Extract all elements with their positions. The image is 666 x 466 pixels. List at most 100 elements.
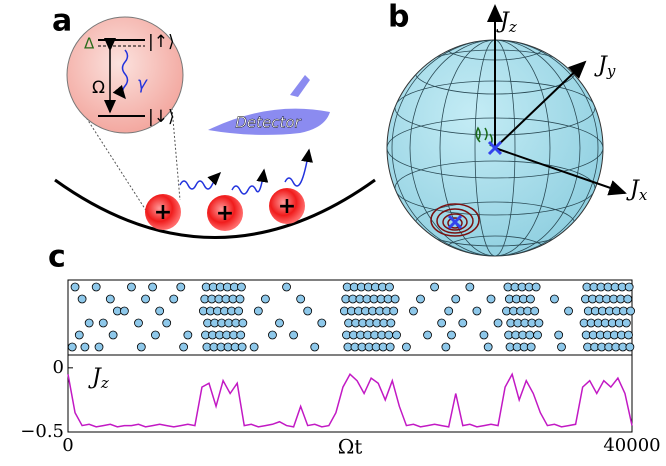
event-dot — [156, 307, 164, 315]
panel-label: c — [48, 240, 66, 275]
axis-label: Jz — [496, 9, 517, 36]
y-tick-label: −0.5 — [20, 421, 64, 442]
omega-label: Ω — [92, 78, 105, 98]
event-dot — [163, 319, 171, 327]
gamma-label: γ — [137, 74, 148, 94]
event-dot — [276, 319, 284, 327]
event-dot — [442, 343, 450, 351]
event-dot — [71, 283, 79, 291]
panel-label: b — [388, 0, 409, 35]
event-dot — [237, 283, 245, 291]
event-dot — [151, 331, 159, 339]
event-dot — [75, 331, 83, 339]
down-state: |↓⟩ — [148, 107, 175, 127]
event-dot — [391, 295, 399, 303]
event-dot — [149, 283, 157, 291]
event-dot — [494, 319, 502, 327]
event-dot — [120, 307, 128, 315]
plot-frame — [68, 280, 632, 432]
detector-label: Detector — [235, 114, 301, 132]
event-dot — [624, 331, 632, 339]
event-dot — [268, 331, 276, 339]
event-dot — [311, 343, 319, 351]
event-dot — [95, 343, 103, 351]
event-dot — [534, 331, 542, 339]
event-dot — [627, 307, 635, 315]
x-label: Ωt — [338, 435, 363, 459]
event-dot — [283, 283, 291, 291]
event-dot — [78, 295, 86, 303]
event-dot — [565, 307, 573, 315]
delta-label: Δ — [84, 35, 95, 53]
event-dot — [417, 295, 425, 303]
event-dot — [318, 319, 326, 327]
event-dot — [297, 295, 305, 303]
ion-charge: + — [216, 201, 234, 226]
x-tick-label: 0 — [62, 435, 73, 456]
event-dot — [106, 295, 114, 303]
event-dot — [142, 295, 150, 303]
event-dot — [480, 331, 488, 339]
event-dot — [532, 283, 540, 291]
event-dot — [304, 307, 312, 315]
event-dot — [254, 307, 262, 315]
event-dot — [137, 343, 145, 351]
event-dot — [487, 295, 495, 303]
y-label-subscript: z — [100, 374, 109, 392]
event-dot — [184, 331, 192, 339]
event-dot — [390, 307, 398, 315]
x-tick-label: 40000 — [603, 435, 660, 456]
event-dot — [438, 319, 446, 327]
event-dot — [385, 283, 393, 291]
event-dot — [85, 319, 93, 327]
event-dot — [235, 307, 243, 315]
ion-charge: + — [154, 200, 172, 225]
event-dot — [386, 343, 394, 351]
event-dot — [527, 343, 535, 351]
event-dot — [526, 331, 534, 339]
photon — [232, 170, 264, 194]
y-tick-label: 0 — [53, 357, 64, 378]
event-dot — [177, 283, 185, 291]
axis-subscript: x — [639, 186, 648, 204]
axis-subscript: z — [508, 18, 517, 36]
event-dot — [622, 319, 630, 327]
axis-subscript: y — [606, 62, 616, 80]
up-state: |↑⟩ — [148, 32, 175, 52]
event-dot — [625, 283, 633, 291]
event-dot — [239, 319, 247, 327]
event-dot — [290, 331, 298, 339]
event-dot — [135, 319, 143, 327]
event-dot — [261, 295, 269, 303]
event-dot — [385, 331, 393, 339]
event-dot — [473, 307, 481, 315]
event-dot — [81, 343, 89, 351]
ion-charge: + — [278, 194, 296, 219]
event-dot — [550, 295, 558, 303]
event-dot — [237, 331, 245, 339]
detector-stem — [290, 75, 310, 97]
photon — [285, 150, 309, 186]
photon — [180, 173, 220, 189]
event-dot — [424, 331, 432, 339]
event-dot — [431, 283, 439, 291]
event-dot — [250, 343, 258, 351]
event-dot — [180, 343, 188, 351]
event-dot — [170, 295, 178, 303]
event-dot — [445, 307, 453, 315]
event-dot — [387, 319, 395, 327]
event-dot — [555, 331, 563, 339]
trace — [68, 374, 632, 427]
event-dot — [238, 343, 246, 351]
axis-label: Jx — [626, 177, 648, 204]
event-dot — [99, 319, 107, 327]
event-dot — [448, 331, 456, 339]
panel-label: a — [52, 4, 72, 39]
event-dot — [109, 331, 117, 339]
event-dot — [127, 283, 135, 291]
event-dot — [68, 343, 76, 351]
event-dot — [393, 331, 401, 339]
event-dot — [626, 343, 634, 351]
event-dot — [92, 283, 100, 291]
